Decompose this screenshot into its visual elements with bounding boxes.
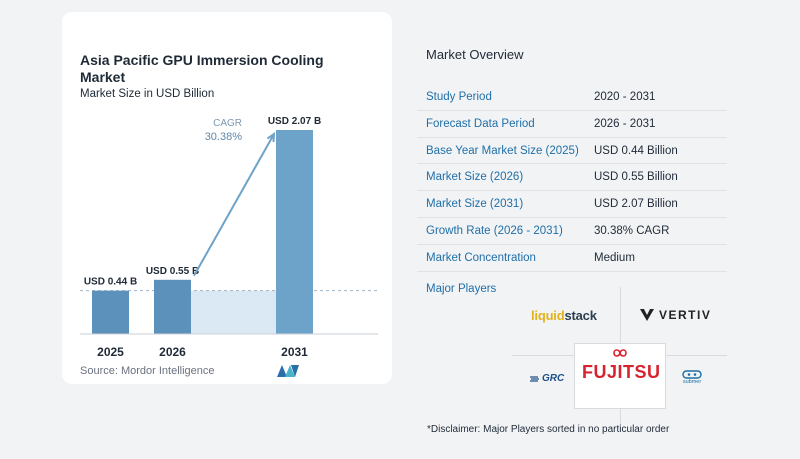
overview-label: Market Size (2031): [426, 198, 524, 211]
overview-value: 2026 - 2031: [594, 117, 656, 130]
cagr-arrow-head-icon: [266, 131, 276, 143]
overview-value: USD 0.44 Billion: [594, 144, 678, 157]
grc-mark-icon: [530, 375, 539, 382]
submer-mark-icon: [682, 370, 702, 379]
bar-chart: USD 0.44 B 2025 USD 0.55 B 2026 USD 2.07 B 20…: [80, 116, 378, 359]
overview-row: Market Size (2026) USD 0.55 Billion: [417, 164, 727, 192]
mordor-logo-icon: [277, 365, 299, 377]
major-players-title: Major Players: [426, 283, 497, 295]
overview-label: Base Year Market Size (2025): [426, 144, 579, 157]
overview-title: Market Overview: [426, 47, 524, 62]
vertiv-mark-icon: [640, 309, 654, 321]
fujitsu-logo: FUJITSU: [582, 362, 661, 382]
grid-divider: [620, 287, 621, 343]
bar-2025: [92, 290, 129, 334]
data-label-2031: USD 2.07 B: [268, 116, 321, 127]
overview-label: Growth Rate (2026 - 2031): [426, 224, 563, 237]
overview-table: Study Period 2020 - 2031 Forecast Data Per…: [417, 84, 727, 272]
data-label-2025: USD 0.44 B: [84, 277, 137, 288]
tick-label-2026: 2026: [159, 345, 186, 359]
overview-row: Market Concentration Medium: [417, 245, 727, 272]
submer-logo: submer: [682, 370, 702, 385]
overview-label: Market Size (2026): [426, 171, 524, 184]
overview-value: 30.38% CAGR: [594, 224, 670, 237]
grid-divider: [620, 409, 621, 429]
overview-value: USD 2.07 Billion: [594, 198, 678, 211]
overview-value: Medium: [594, 251, 635, 264]
tick-label-2025: 2025: [97, 345, 124, 359]
overview-row: Study Period 2020 - 2031: [417, 84, 727, 111]
chart-source: Source: Mordor Intelligence: [80, 365, 215, 377]
bar-2026: [154, 279, 191, 334]
overview-value: USD 0.55 Billion: [594, 171, 678, 184]
overview-row: Growth Rate (2026 - 2031) 30.38% CAGR: [417, 218, 727, 245]
overview-label: Market Concentration: [426, 251, 536, 264]
fujitsu-infinity-mark-icon: [613, 349, 627, 357]
bar-2031: [276, 130, 313, 334]
overview-row: Base Year Market Size (2025) USD 0.44 Bil…: [417, 138, 727, 165]
disclaimer: *Disclaimer: Major Players sorted in no …: [427, 424, 670, 435]
vertiv-logo: VERTIV: [640, 308, 711, 322]
tick-label-2031: 2031: [281, 345, 308, 359]
chart-subtitle: Market Size in USD Billion: [80, 88, 215, 100]
overview-label: Forecast Data Period: [426, 117, 535, 130]
overview-label: Study Period: [426, 91, 492, 103]
chart-title: Asia Pacific GPU Immersion Cooling Marke…: [80, 52, 324, 85]
overview-row: Market Size (2031) USD 2.07 Billion: [417, 191, 727, 218]
overview-row: Forecast Data Period 2026 - 2031: [417, 111, 727, 138]
grc-logo: GRC: [530, 373, 564, 384]
cagr-value: 30.38%: [205, 131, 243, 143]
growth-shade: [191, 290, 276, 334]
data-label-2026: USD 0.55 B: [146, 266, 199, 277]
liquidstack-logo: liquid stack: [531, 308, 597, 323]
chart-card: USD 0.44 B 2025 USD 0.55 B 2026 USD 2.07 B 20…: [62, 12, 392, 384]
overview-value: 2020 - 2031: [594, 91, 656, 103]
cagr-arrow-line: [193, 133, 275, 277]
cagr-label: CAGR: [213, 118, 242, 129]
